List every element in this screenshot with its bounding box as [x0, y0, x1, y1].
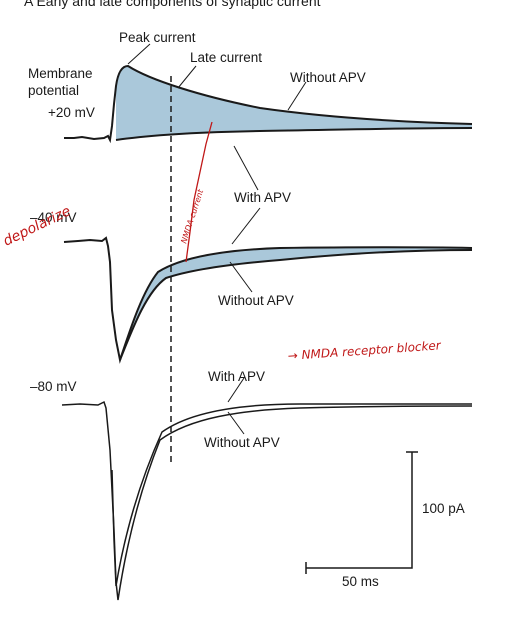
trace-group-minus80: [61, 400, 473, 601]
leader-lines: [127, 43, 307, 435]
voltage-label-plus20: +20 mV: [48, 105, 95, 120]
voltage-label-minus80: –80 mV: [30, 379, 77, 394]
without-apv-label-minus80: Without APV: [204, 435, 280, 450]
scale-bar: [305, 451, 418, 574]
apv-difference-area-plus20: [116, 66, 472, 140]
membrane-potential-label-line1: Membrane: [28, 66, 93, 81]
handwritten-nmda-blocker: → NMDA receptor blocker: [287, 338, 442, 363]
without-apv-label-plus20: Without APV: [290, 70, 366, 85]
trace-group-plus20: [64, 64, 473, 144]
handwritten-nmda-current: NMDA current: [179, 188, 205, 245]
trace-with-apv-minus40: [63, 236, 473, 364]
late-current-label: Late current: [190, 50, 262, 65]
scale-current-label: 100 pA: [422, 501, 465, 516]
trace-group-minus40: [63, 236, 473, 364]
trace-without-apv-minus80: [61, 400, 473, 601]
scale-time-label: 50 ms: [342, 574, 379, 589]
trace-with-apv-plus20: [115, 127, 473, 141]
membrane-potential-label-line2: potential: [28, 83, 79, 98]
trace-with-apv-minus80: [111, 403, 472, 587]
with-apv-label-minus80: With APV: [208, 369, 265, 384]
trace-without-apv-minus40: [119, 249, 473, 361]
handwritten-nmda-pointer: [185, 121, 213, 263]
without-apv-label-minus40: Without APV: [218, 293, 294, 308]
voltage-label-minus40: –40 mV: [30, 210, 77, 225]
peak-current-label: Peak current: [119, 30, 196, 45]
trace-without-apv-plus20: [64, 64, 473, 144]
with-apv-label-plus20: With APV: [234, 190, 291, 205]
figure-title: A Early and late components of synaptic …: [24, 0, 321, 9]
